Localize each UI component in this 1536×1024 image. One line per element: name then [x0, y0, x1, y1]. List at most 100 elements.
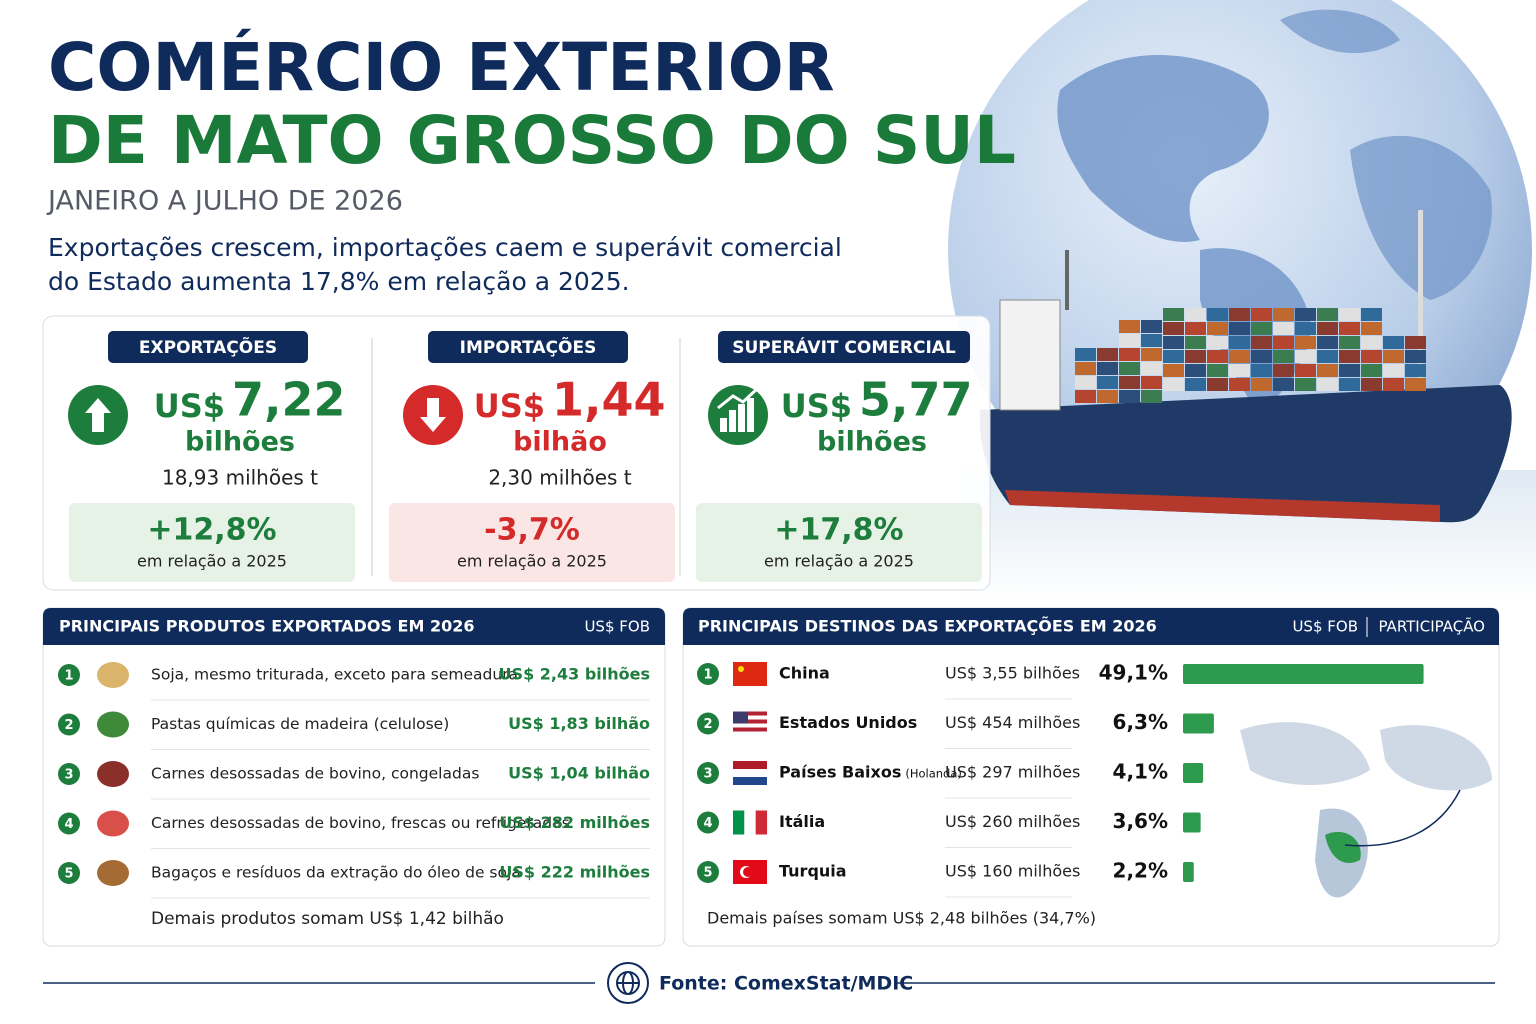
- rank: 2: [703, 717, 712, 732]
- share-label: 3,6%: [1113, 809, 1168, 833]
- container: [1229, 364, 1250, 377]
- rank-badge: [58, 713, 80, 736]
- chart-bar-icon: [747, 398, 754, 432]
- container: [1075, 376, 1096, 389]
- flag-canton: [733, 711, 748, 724]
- card-label: SUPERÁVIT COMERCIAL: [732, 336, 956, 358]
- container: [1273, 378, 1294, 391]
- product-value: US$ 222 milhões: [499, 863, 650, 882]
- container: [1361, 336, 1382, 349]
- card-label-pill: [108, 331, 308, 363]
- container: [1207, 364, 1228, 377]
- flag-stripe: [733, 761, 767, 769]
- container: [1251, 336, 1272, 349]
- container: [1339, 378, 1360, 391]
- container: [1229, 336, 1250, 349]
- flag-star: [738, 666, 744, 672]
- container: [1185, 322, 1206, 335]
- card-label: IMPORTAÇÕES: [460, 335, 597, 358]
- rank: 1: [64, 669, 73, 684]
- rank: 3: [64, 768, 73, 783]
- card-volume: 18,93 milhões t: [162, 466, 318, 490]
- destination-value: US$ 3,55 bilhões: [945, 664, 1080, 683]
- country: China: [779, 664, 830, 683]
- container: [1119, 376, 1140, 389]
- flag-stripe: [733, 731, 767, 736]
- container: [1119, 320, 1140, 333]
- rank-badge: [58, 664, 80, 686]
- flag-stripe: [733, 777, 767, 785]
- container: [1273, 308, 1294, 321]
- container: [1185, 364, 1206, 377]
- rank-badge: [58, 812, 80, 835]
- card-currency: US$: [474, 387, 545, 425]
- products-title: PRINCIPAIS PRODUTOS EXPORTADOS EM 2026: [59, 617, 474, 636]
- container: [1405, 336, 1426, 349]
- lead-line: Exportações crescem, importações caem e …: [48, 233, 842, 262]
- rank-badge: [697, 861, 719, 883]
- share-label: 49,1%: [1099, 661, 1168, 685]
- container: [1229, 350, 1250, 363]
- country: Itália: [779, 812, 825, 831]
- share-bar: [1183, 763, 1204, 783]
- container: [1295, 350, 1316, 363]
- container: [1185, 336, 1206, 349]
- rank-badge: [697, 712, 719, 735]
- container: [1251, 350, 1272, 363]
- card-change: -3,7%: [484, 513, 580, 548]
- rank: 5: [703, 866, 712, 881]
- destination-value: US$ 454 milhões: [945, 713, 1080, 732]
- destinations-header: [683, 608, 1499, 645]
- container: [1185, 350, 1206, 363]
- container: [1229, 308, 1250, 321]
- product-value: US$ 1,04 bilhão: [508, 764, 650, 783]
- container: [1361, 308, 1382, 321]
- lead-line: do Estado aumenta 17,8% em relação a 202…: [48, 267, 630, 296]
- container: [1317, 308, 1338, 321]
- container: [1229, 378, 1250, 391]
- container: [1207, 378, 1228, 391]
- chart-bar-icon: [738, 404, 745, 432]
- destinations-footer: Demais países somam US$ 2,48 bilhões (34…: [707, 909, 1096, 928]
- container: [1075, 348, 1096, 361]
- rank-badge: [697, 762, 719, 784]
- card-currency: US$: [781, 387, 852, 425]
- container: [1075, 390, 1096, 403]
- container: [1163, 322, 1184, 335]
- share-label: 2,2%: [1113, 859, 1168, 883]
- container: [1251, 308, 1272, 321]
- source: Fonte: ComexStat/MDIC: [659, 973, 913, 995]
- share-bar: [1183, 812, 1201, 833]
- container: [1317, 378, 1338, 391]
- products-unit: US$ FOB: [584, 618, 650, 636]
- destination-value: US$ 297 milhões: [945, 763, 1080, 782]
- card-amount: 5,77: [859, 373, 973, 427]
- ship-illustration: [979, 210, 1512, 523]
- container: [1119, 362, 1140, 375]
- container: [1339, 336, 1360, 349]
- container: [1383, 364, 1404, 377]
- container: [1383, 336, 1404, 349]
- product-value: US$ 282 milhões: [499, 813, 650, 832]
- country: Estados Unidos: [779, 713, 917, 732]
- card-amount: 1,44: [552, 373, 666, 427]
- card-change-note: em relação a 2025: [137, 552, 287, 571]
- container: [1295, 308, 1316, 321]
- products-header: [43, 608, 665, 645]
- container: [1141, 334, 1162, 347]
- chart-bar-icon: [720, 418, 727, 432]
- products-footer: Demais produtos somam US$ 1,42 bilhão: [151, 909, 504, 929]
- arrow-down: [420, 398, 446, 432]
- destinations-unit2: PARTICIPAÇÃO: [1378, 617, 1485, 636]
- container: [1383, 350, 1404, 363]
- trend-arrow: [717, 386, 760, 410]
- container: [1361, 364, 1382, 377]
- share-label: 6,3%: [1113, 710, 1168, 734]
- container: [1251, 378, 1272, 391]
- container: [1273, 336, 1294, 349]
- product-icon: [97, 761, 129, 787]
- container: [1163, 336, 1184, 349]
- product-value: US$ 1,83 bilhão: [508, 714, 650, 733]
- container: [1097, 362, 1118, 375]
- container: [1317, 364, 1338, 377]
